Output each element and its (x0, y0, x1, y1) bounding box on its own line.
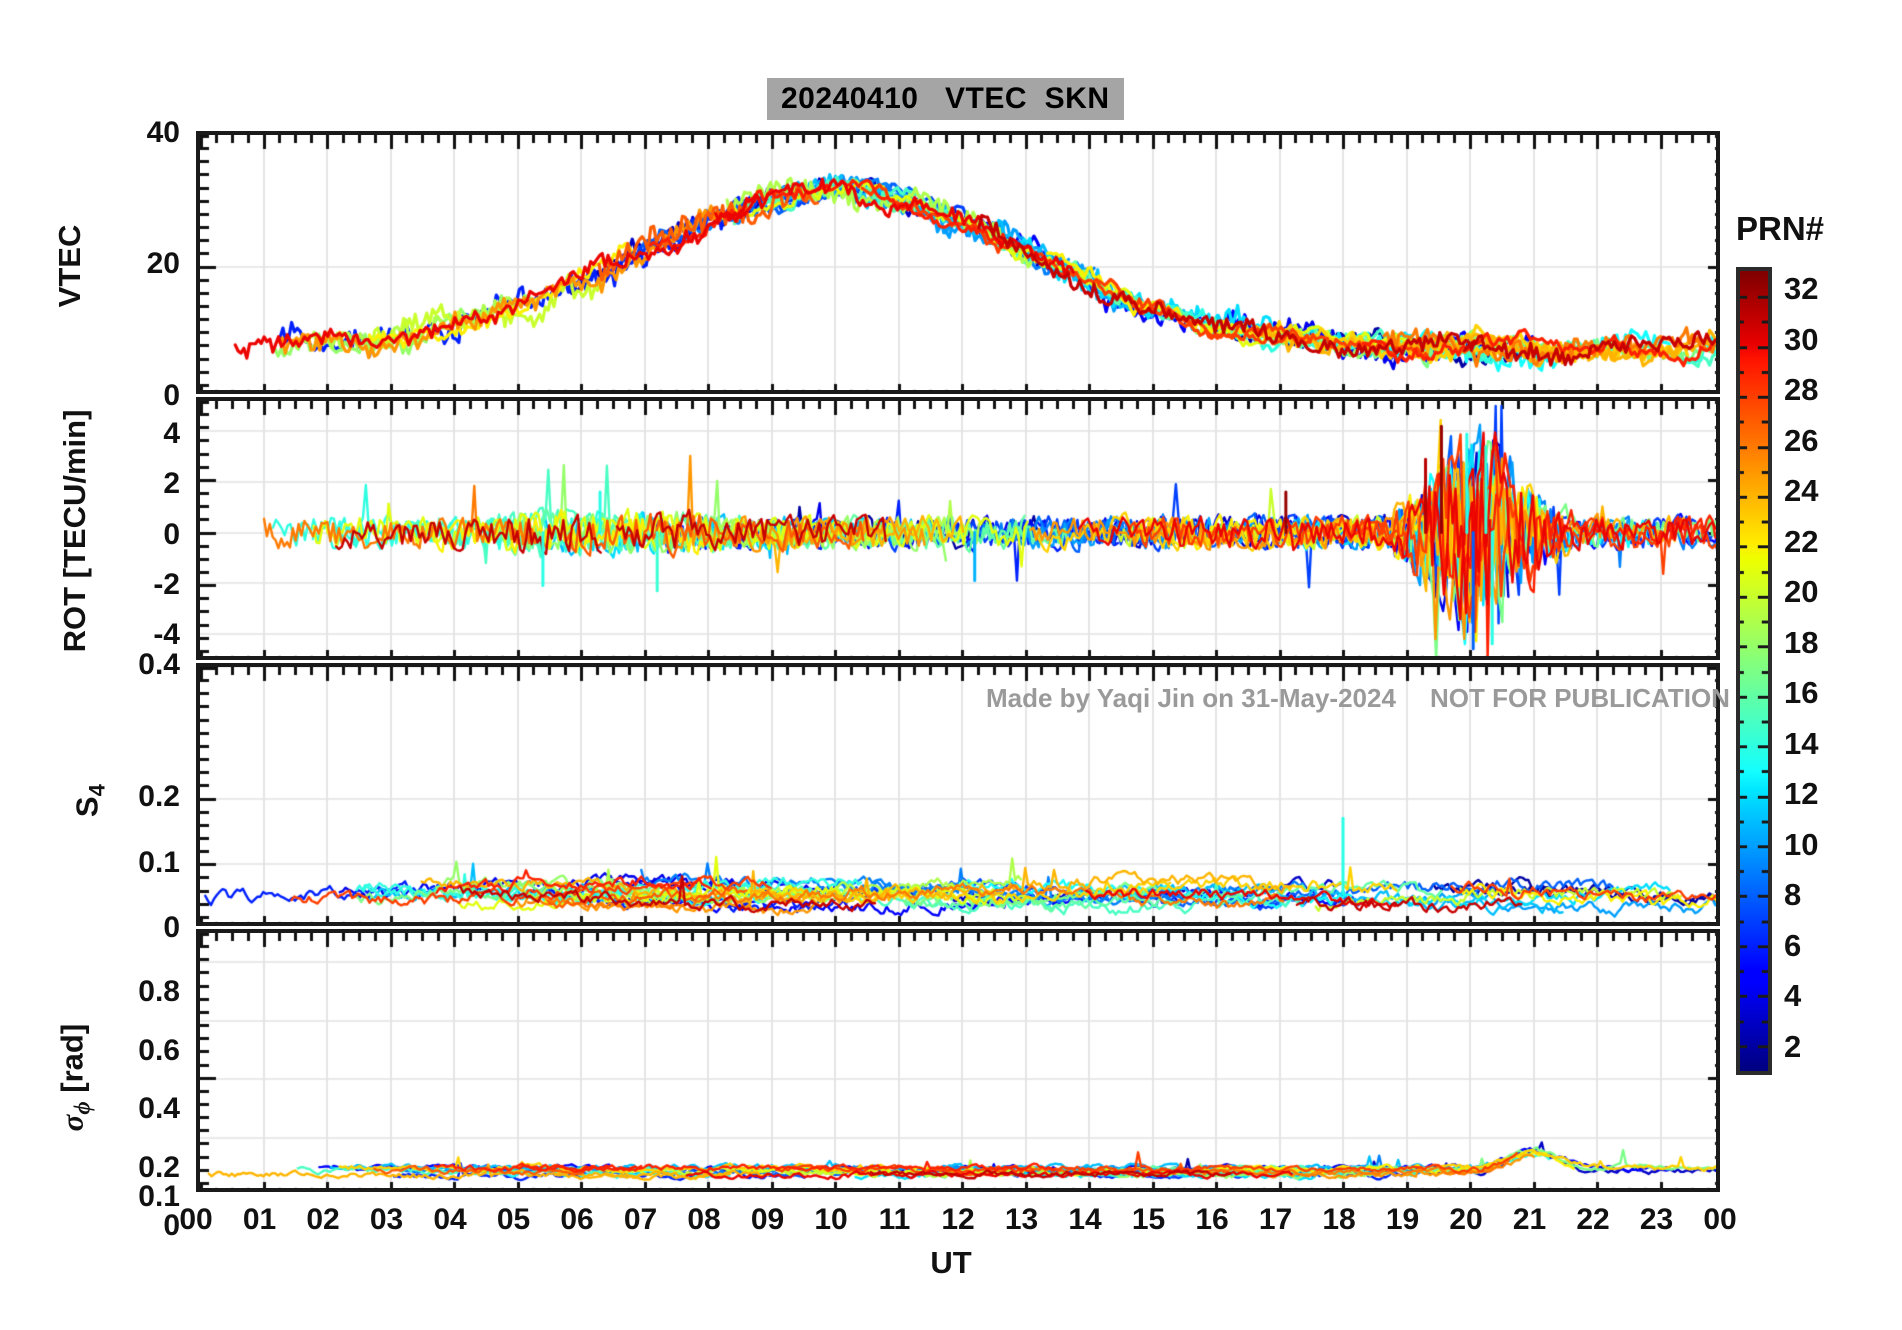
panel-rot (196, 397, 1720, 660)
figure-title: 20240410 VTEC SKN (767, 78, 1124, 120)
x-tick-7: 07 (623, 1203, 658, 1236)
x-tick-16: 16 (1195, 1203, 1229, 1236)
ytick-sig-01: 0.1 (138, 1180, 180, 1213)
ytick-vtec-0: 0 (163, 379, 180, 412)
x-tick-24: 00 (1703, 1203, 1737, 1236)
x-tick-4: 04 (433, 1203, 467, 1236)
x-tick-0: 00 (179, 1203, 213, 1236)
colorbar-tick-32: 32 (1784, 271, 1819, 307)
x-tick-13: 13 (1004, 1203, 1039, 1236)
x-tick-21: 21 (1512, 1203, 1547, 1236)
x-tick-10: 10 (814, 1203, 848, 1236)
colorbar-tick-2: 2 (1784, 1028, 1802, 1064)
watermark-credit: Made by Yaqi Jin on 31-May-2024 (986, 683, 1396, 713)
x-tick-5: 05 (496, 1203, 531, 1236)
colorbar-tick-6: 6 (1784, 927, 1802, 963)
colorbar-tick-8: 8 (1784, 877, 1802, 913)
axis-title-rot: ROT [TECU/min] (57, 409, 92, 653)
ytick-vtec-40: 40 (146, 116, 180, 149)
phi-glyph: ϕ (69, 1101, 95, 1115)
x-tick-18: 18 (1322, 1203, 1356, 1236)
axis-title-vtec: VTEC (52, 224, 87, 308)
x-tick-1: 01 (242, 1203, 277, 1236)
x-tick-11: 11 (878, 1203, 911, 1236)
ytick-sig-06: 0.6 (138, 1034, 180, 1067)
ytick-sig-04: 0.4 (138, 1092, 180, 1125)
axis-title-ut: UT (930, 1245, 972, 1280)
x-tick-22: 22 (1576, 1203, 1610, 1236)
colorbar-tick-22: 22 (1784, 523, 1819, 559)
ytick-s4-0: 0 (163, 911, 180, 944)
colorbar-tick-18: 18 (1784, 624, 1819, 660)
axis-title-sigma-phi: σϕ [rad] (54, 958, 95, 1198)
x-tick-12: 12 (941, 1203, 975, 1236)
colorbar-tick-10: 10 (1784, 826, 1819, 862)
colorbar-tick-24: 24 (1784, 473, 1819, 509)
ytick-vtec-20: 20 (146, 247, 180, 280)
colorbar-tick-26: 26 (1784, 422, 1819, 458)
colorbar-tick-4: 4 (1784, 978, 1802, 1014)
ytick-sig-02: 0.2 (138, 1151, 180, 1184)
axis-title-s4: S4 (69, 741, 110, 861)
colorbar-tick-12: 12 (1784, 776, 1819, 812)
ytick-rot-2: 2 (163, 467, 180, 500)
x-tick-20: 20 (1449, 1203, 1483, 1236)
panel-vtec (196, 131, 1720, 394)
ytick-s4-02: 0.2 (138, 780, 180, 813)
colorbar-tick-20: 20 (1784, 574, 1819, 610)
colorbar-tick-14: 14 (1784, 725, 1819, 761)
x-tick-14: 14 (1068, 1203, 1102, 1236)
colorbar (1736, 267, 1772, 1075)
colorbar-gradient (1740, 271, 1768, 1071)
sigma-glyph: σ (54, 1114, 90, 1132)
vtec-traces (200, 135, 1716, 390)
sigma-phi-traces (200, 933, 1716, 1188)
ytick-rot-neg2: -2 (153, 568, 180, 601)
x-tick-15: 15 (1131, 1203, 1166, 1236)
x-tick-8: 08 (687, 1203, 721, 1236)
s4-base: S (69, 796, 105, 818)
x-tick-19: 19 (1385, 1203, 1420, 1236)
s4-subscript: 4 (84, 784, 110, 797)
ytick-s4-04: 0.4 (138, 648, 180, 681)
x-tick-3: 03 (369, 1203, 404, 1236)
ytick-rot-0: 0 (163, 518, 180, 551)
ytick-sig-08: 0.8 (138, 975, 180, 1008)
x-tick-23: 23 (1639, 1203, 1674, 1236)
s4-traces (200, 667, 1716, 922)
ytick-s4-01: 0.1 (138, 846, 180, 879)
rot-traces (200, 401, 1716, 656)
colorbar-tick-28: 28 (1784, 372, 1819, 408)
x-tick-2: 02 (306, 1203, 340, 1236)
colorbar-tick-30: 30 (1784, 321, 1819, 357)
x-tick-17: 17 (1258, 1203, 1293, 1236)
ytick-rot-4: 4 (163, 417, 180, 450)
colorbar-tick-16: 16 (1784, 675, 1819, 711)
ytick-sig-0: 0 (163, 1209, 180, 1242)
colorbar-title: PRN# (1736, 210, 1825, 247)
x-tick-9: 09 (750, 1203, 785, 1236)
ytick-rot-neg4: -4 (153, 618, 180, 651)
watermark-notice: NOT FOR PUBLICATION (1430, 683, 1730, 713)
panel-s4 (196, 663, 1720, 926)
rad-unit: [rad] (54, 1023, 90, 1093)
panel-sigma-phi (196, 929, 1720, 1192)
x-tick-6: 06 (560, 1203, 594, 1236)
